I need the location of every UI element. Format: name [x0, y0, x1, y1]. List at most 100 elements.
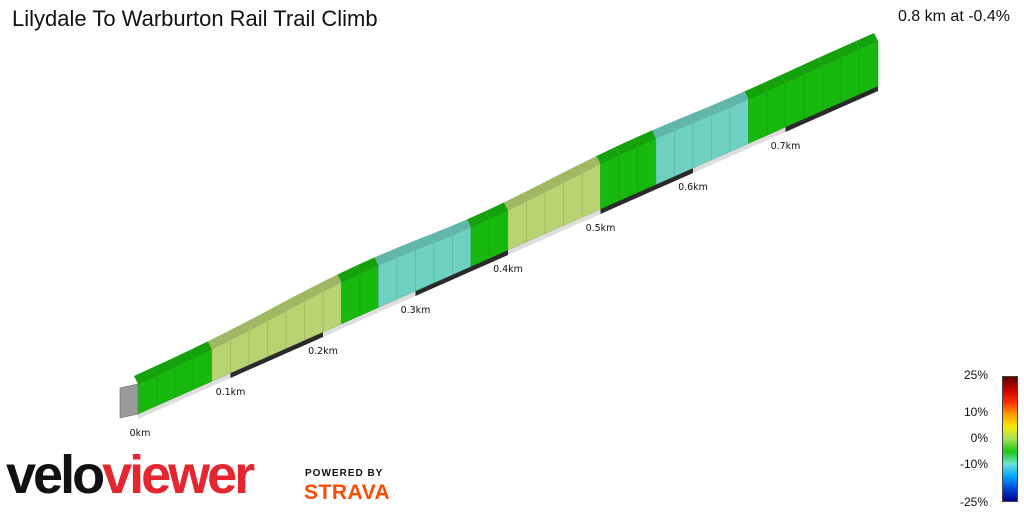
profile-top-segment [226, 322, 249, 341]
profile-wall-segment [378, 257, 398, 308]
profile-base-segment [841, 94, 860, 108]
legend-label-0: 0% [970, 431, 988, 445]
profile-top-segment [578, 155, 601, 174]
profile-wall-segment [637, 138, 657, 193]
profile-top-layer [134, 33, 878, 384]
profile-top-segment [319, 274, 342, 292]
profile-base-segment [711, 151, 730, 165]
profile-base-segment [434, 274, 453, 288]
profile-base-segment [378, 299, 397, 313]
profile-base-segment [822, 102, 841, 116]
profile-top-segment [689, 107, 712, 123]
profile-top-segment [393, 241, 416, 258]
profile-wall-segment [415, 242, 435, 292]
x-tick-label: 0.2km [308, 346, 338, 357]
profile-top-segment [800, 57, 823, 75]
profile-base-segment [804, 110, 823, 124]
profile-side-layer [119, 40, 879, 419]
x-tick-label: 0.7km [771, 141, 801, 152]
profile-top-segment [522, 183, 545, 202]
profile-wall-segment [785, 73, 805, 128]
profile-wall-segment [822, 57, 842, 111]
profile-start-cap [119, 383, 139, 419]
profile-base-segment [304, 332, 323, 346]
profile-wall-segment [470, 218, 490, 267]
profile-top-segment [152, 358, 175, 376]
powered-by-label: POWERED BY [305, 468, 384, 479]
profile-top-segment [818, 49, 841, 66]
profile-wall-segment [692, 114, 712, 169]
profile-top-segment [504, 193, 527, 211]
profile-base-segment [138, 405, 157, 419]
profile-wall-segment [729, 98, 749, 152]
profile-wall-segment [859, 40, 879, 95]
distance-tick-layer: 0km 0.1km 0.2km 0.3km 0.4km 0.5km 0.6km 0.7km [130, 141, 801, 439]
profile-base-segment [323, 323, 342, 337]
profile-top-segment [245, 312, 268, 331]
profile-base-segment [582, 209, 601, 223]
profile-top-segment [541, 174, 564, 192]
profile-top-segment [763, 74, 786, 92]
profile-top-segment [670, 114, 693, 131]
gradient-legend: 25% 10% 0% -10% -25% [959, 368, 1024, 509]
profile-base-segment [489, 250, 508, 264]
profile-top-segment [134, 367, 157, 384]
profile-base-segment [563, 217, 582, 231]
profile-base-segment [452, 266, 471, 280]
profile-wall-segment [711, 106, 731, 161]
profile-base-segment [397, 291, 416, 305]
profile-top-segment [467, 211, 490, 228]
profile-base-segment [508, 241, 527, 255]
profile-wall-segment [433, 234, 453, 284]
profile-top-segment [430, 227, 453, 243]
profile-top-segment [282, 293, 305, 311]
profile-wall-segment [840, 48, 860, 103]
legend-label-minus25: -25% [959, 495, 988, 509]
profile-wall-segment [341, 273, 361, 325]
profile-base-segment [267, 348, 286, 362]
profile-base-segment [249, 356, 268, 370]
profile-base-segment [526, 233, 545, 247]
profile-base-segment [693, 159, 712, 173]
legend-label-10: 10% [963, 405, 988, 419]
profile-top-segment [356, 257, 379, 274]
profile-base-segment [193, 381, 212, 395]
profile-wall-segment [803, 65, 823, 120]
legend-label-25: 25% [963, 368, 988, 382]
profile-top-segment [189, 341, 212, 359]
profile-top-segment [411, 234, 434, 250]
profile-base-segment [674, 168, 693, 182]
profile-wall-segment [674, 122, 694, 177]
page-title: Lilydale To Warburton Rail Trail Climb [12, 6, 378, 31]
profile-wall-segment [581, 163, 601, 218]
x-tick-label: 0.4km [493, 264, 523, 275]
strava-logo: STRAVA [304, 481, 391, 504]
profile-base-segment [286, 340, 305, 354]
profile-top-segment [485, 202, 508, 220]
profile-top-segment [448, 219, 471, 236]
profile-base-segment [637, 184, 656, 198]
profile-wall-segment [452, 227, 472, 275]
gradient-color-bar [1002, 376, 1018, 502]
profile-wall-segment [359, 265, 379, 316]
profile-base-segment [600, 200, 619, 214]
profile-top-segment [171, 350, 194, 367]
profile-top-segment [837, 41, 860, 58]
profile-top-segment [633, 130, 656, 147]
x-tick-label: 0.6km [678, 182, 708, 193]
profile-base-segment [545, 225, 564, 239]
climb-summary: 0.8 km at -0.4% [897, 8, 1010, 25]
profile-base-segment [156, 397, 175, 411]
profile-top-segment [374, 249, 397, 266]
veloviewer-logo: veloviewer [6, 445, 255, 505]
profile-base-segment [656, 176, 675, 190]
profile-base-segment [748, 135, 767, 149]
profile-base-segment [175, 389, 194, 403]
x-tick-label: 0km [130, 428, 151, 439]
legend-label-minus10: -10% [959, 457, 988, 471]
profile-top-segment [652, 122, 675, 139]
profile-top-segment [559, 165, 582, 183]
profile-top-segment [781, 66, 804, 83]
profile-top-segment [615, 138, 638, 156]
